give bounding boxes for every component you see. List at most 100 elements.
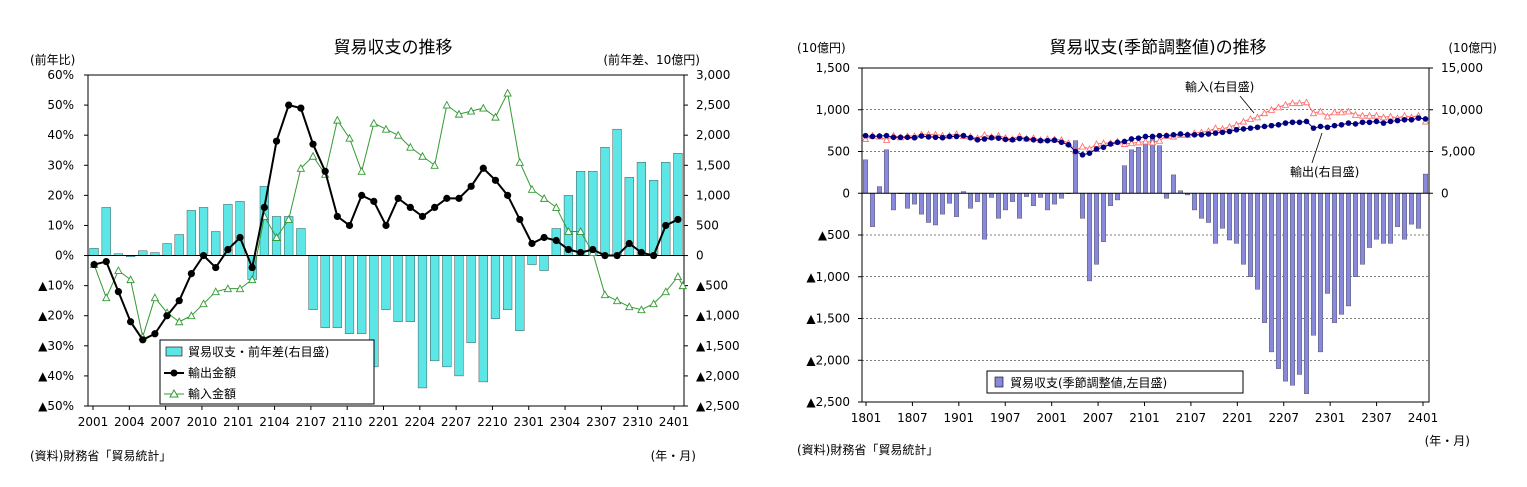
chart2-exports-point [918,133,925,139]
chart2-balance-bar [1044,193,1051,211]
chart2-balance-bar [1275,193,1282,369]
chart2-legend-box [986,370,1244,394]
chart2-exports-point [1128,136,1135,142]
chart2-left-tick-label: ▲1,500 [806,312,850,326]
chart1-balance-bar [661,162,671,256]
chart1-x-tick-label: 2307 [586,415,617,429]
chart1-right-tick-label: 0 [696,249,704,263]
chart2-balance-bar [1415,193,1422,229]
chart1-exports-point [552,236,560,245]
chart1-imports-point [223,284,233,293]
chart1-imports-point [345,133,354,142]
chart2-left-tick-label: ▲500 [818,228,850,242]
legend-marker-imports [169,388,179,398]
chart1-exports-point [491,176,500,184]
chart1-imports-point [430,160,439,169]
chart1-exports-point [613,251,621,260]
chart2-x-tick-label: 1807 [897,411,928,425]
chart1-imports-point [678,281,688,290]
chart1-exports-point [394,194,402,202]
chart1-exports-point [345,221,354,230]
chart1-imports-point [199,299,208,308]
chart2-balance-bar [939,193,946,215]
chart2-balance-bar [890,193,897,211]
chart2-balance-bar [1359,193,1366,265]
chart2-exports-point [1366,119,1373,126]
chart1-imports-point [381,124,391,133]
chart2-x-tick-label: 1801 [851,411,882,425]
chart2-exports-point [1009,137,1016,143]
chart1-x-tick-label: 2304 [550,415,581,429]
chart2-imports-point [1148,138,1157,146]
chart2-exports-point [1205,131,1212,137]
chart2-balance-bar [925,193,932,223]
chart2-imports-point [1379,113,1388,121]
chart1-exports-point [674,215,682,224]
chart1-imports-point [296,163,306,172]
chart2-balance-bar [1373,193,1380,240]
chart1-exports-point [212,263,220,272]
chart2-balance-bar [1191,193,1198,211]
chart1-imports-point [187,311,196,320]
chart1-imports-point [101,293,111,302]
chart1-balance-bar [344,255,355,334]
chart2-exports-point [1058,139,1065,146]
chart1-imports-point [418,151,427,160]
chart1-exports-point [139,336,147,344]
chart2-exports-point [1415,115,1422,121]
chart2-exports-point [1177,131,1184,137]
chart2-balance-bar [1051,193,1058,205]
chart2-x-tick-label: 2001 [1036,411,1067,425]
chart2-exports-point [1331,122,1338,129]
legend-swatch-balance [165,346,183,357]
chart2-balance-bar [1303,193,1310,394]
chart2-imports-point [1134,138,1143,146]
chart2-imports-point [1351,110,1360,118]
chart2-left-tick-label: 1,500 [816,61,850,75]
chart1-exports-point [382,221,390,230]
chart1-left-tick-label: 20% [47,188,74,202]
chart2-balance-bar [1331,193,1338,323]
chart1-x-tick-label: 2107 [296,415,327,429]
chart1-exports-point [662,221,670,230]
chart1-x-tick-label: 2204 [405,415,436,429]
chart2-exports-point [862,132,869,139]
legend-marker-exports [170,369,178,377]
chart1-left-tick-label: ▲10% [38,279,74,293]
chart2-exports-point [1422,116,1429,122]
chart1-right-tick-label: ▲2,000 [696,369,740,383]
chart1-exports-point [540,233,548,242]
chart1-exports-point [625,239,633,248]
chart1-exports-point [589,245,597,254]
chart2-exports-point [1002,136,1009,143]
chart1-x-tick-label: 2010 [187,415,218,429]
chart1-right-tick-label: ▲1,500 [696,339,740,353]
chart1-exports-point [90,260,98,269]
chart2-exports-point [904,134,911,141]
chart2-imports-point [1281,100,1290,108]
chart2-exports-point [1219,129,1226,136]
chart1-balance-bar [357,255,367,334]
chart1-balance-bar [600,147,610,256]
chart2-balance-bar [1212,193,1219,244]
chart2-exports-point [1247,125,1254,131]
chart2-exports-point [1324,124,1331,131]
chart2-exports-point [1373,118,1380,125]
chart2-imports-point [1372,111,1381,119]
chart1-balance-bar [417,255,428,389]
chart2-x-tick-label: 2401 [1408,411,1439,425]
chart1-right-tick-label: 1,500 [696,158,730,172]
chart2-exports-point [1408,116,1415,123]
chart1-balance-bar [478,255,488,383]
chart1-imports-point [393,130,403,139]
chart2-left-tick-label: 500 [827,145,850,159]
chart2-balance-bar [911,193,918,205]
chart1-balance-bar [296,228,306,256]
chart2-imports-point [1267,105,1276,113]
chart1-imports-point [625,302,634,311]
chart1-imports-point [552,202,561,211]
chart1-right-tick-label: 3,000 [696,68,730,82]
chart1-x-unit: (年・月) [651,449,696,463]
chart1-imports-point [612,296,622,305]
